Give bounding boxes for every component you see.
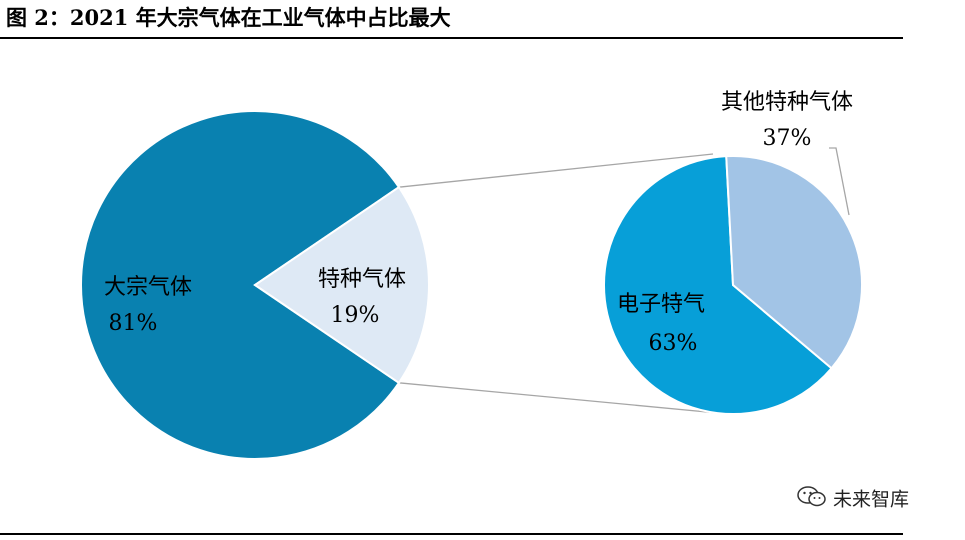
value-electronic-gas: 63% <box>649 331 698 356</box>
value-special-gas: 19% <box>331 303 380 328</box>
watermark-text: 未来智库 <box>833 488 910 511</box>
value-other-special-gas: 37% <box>763 126 812 151</box>
chart-title: 图 2：2021 年大宗气体在工业气体中占比最大 <box>6 5 451 30</box>
label-bulk-gas: 大宗气体 <box>104 275 192 300</box>
wechat-icon <box>795 484 829 516</box>
connector-line-bottom <box>398 382 729 415</box>
connector-line-top <box>398 153 714 188</box>
watermark: 未来智库 <box>795 484 909 512</box>
pie-slice-other-special-gas <box>725 155 863 370</box>
bottom-rule <box>0 533 903 535</box>
label-other-special-gas: 其他特种气体 <box>721 90 853 115</box>
pie-slice-bulk-gas <box>80 110 401 460</box>
label-special-gas: 特种气体 <box>318 267 406 292</box>
leader-line-other-special-gas <box>829 147 850 216</box>
pie-slice-electronic-gas <box>603 155 833 415</box>
value-bulk-gas: 81% <box>109 311 158 336</box>
label-electronic-gas: 电子特气 <box>617 292 705 317</box>
title-rule <box>0 37 903 39</box>
pie-slice-special-gas <box>253 185 430 385</box>
